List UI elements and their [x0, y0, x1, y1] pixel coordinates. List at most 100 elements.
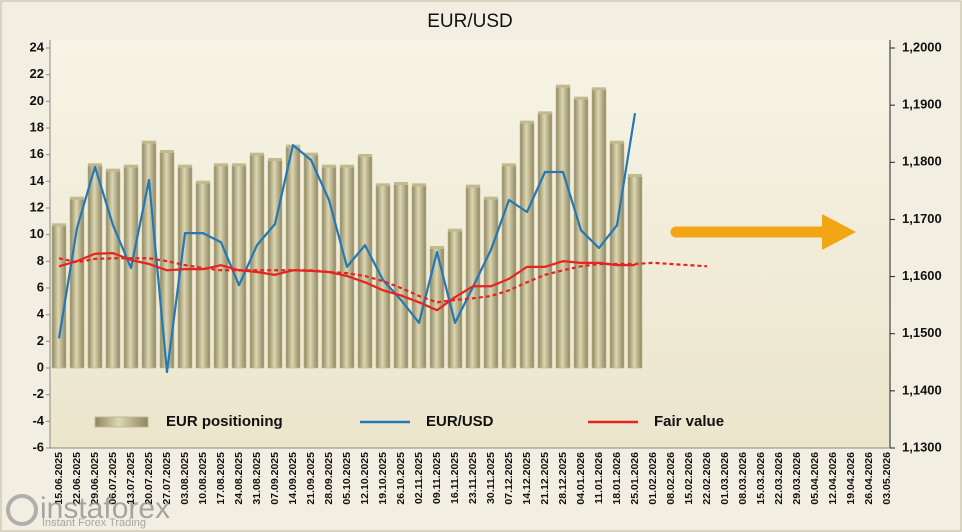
chart-title: EUR/USD [427, 11, 513, 32]
x-tick-label: 15.06.2025 [53, 452, 65, 505]
x-tick-label: 06.07.2025 [107, 452, 119, 505]
bar [627, 175, 643, 369]
x-tick-label: 07.12.2025 [503, 452, 515, 505]
y2-tick-label: 1,1800 [902, 154, 942, 169]
legend-swatch [94, 416, 149, 428]
y2-tick-label: 1,1500 [902, 325, 942, 340]
y-tick-label: 18 [30, 119, 44, 134]
bar-top [538, 111, 552, 115]
bar [105, 170, 121, 369]
bar-top [412, 183, 426, 187]
bar [249, 154, 265, 369]
watermark: instaforex Instant Forex Trading [6, 492, 170, 529]
x-tick-label: 27.07.2025 [161, 452, 173, 505]
bar-top [178, 164, 192, 168]
x-tick-label: 29.06.2025 [89, 452, 101, 505]
bar [303, 154, 319, 369]
x-tick-label: 21.09.2025 [305, 452, 317, 505]
x-tick-label: 29.03.2026 [791, 452, 803, 505]
bar-top [358, 154, 372, 157]
x-tick-label: 21.12.2025 [539, 452, 551, 505]
x-tick-label: 19.10.2025 [377, 452, 389, 505]
x-tick-label: 05.04.2026 [809, 452, 821, 505]
x-tick-label: 15.02.2026 [683, 452, 695, 505]
bar [267, 159, 283, 369]
bar-top [376, 183, 390, 187]
x-tick-label: 17.08.2025 [215, 452, 227, 505]
x-tick-label: 24.08.2025 [233, 452, 245, 505]
x-tick-label: 04.01.2026 [575, 452, 587, 505]
bar-top [160, 150, 174, 153]
bar [141, 142, 157, 369]
x-tick-label: 22.02.2026 [701, 452, 713, 505]
bar [87, 165, 103, 369]
bar-top [484, 196, 498, 200]
bar [375, 185, 391, 369]
x-tick-label: 22.06.2025 [71, 452, 83, 505]
bar-top [448, 228, 462, 232]
x-tick-label: 10.08.2025 [197, 452, 209, 505]
bar [285, 146, 301, 369]
x-tick-label: 23.11.2025 [467, 452, 479, 504]
x-tick-label: 14.12.2025 [521, 452, 533, 505]
bar-top [394, 182, 408, 185]
marks: -6-4-20246810121416182022241,13001,14001… [30, 39, 942, 504]
line [57, 112, 637, 374]
x-tick-label: 14.09.2025 [287, 452, 299, 505]
y-tick-label: -4 [32, 413, 44, 428]
x-tick-label: 05.10.2025 [341, 452, 353, 505]
x-tick-label: 12.04.2026 [827, 452, 839, 505]
bar-top [124, 164, 138, 168]
tagline: Instant Forex Trading [42, 517, 146, 529]
x-tick-label: 12.10.2025 [359, 452, 371, 505]
y-tick-label: 8 [37, 253, 44, 268]
line [58, 252, 635, 312]
bar-top [106, 168, 120, 172]
bar-top [466, 184, 480, 188]
y-tick-label: 6 [37, 279, 44, 294]
y2-tick-label: 1,1900 [902, 97, 942, 112]
bar [573, 98, 589, 369]
y2-tick-label: 1,1700 [902, 211, 942, 226]
bar-top [574, 96, 588, 100]
bar-top [88, 163, 102, 167]
bar [609, 142, 625, 369]
bar [393, 183, 409, 369]
y-tick-label: -2 [32, 386, 44, 401]
bar [537, 113, 553, 369]
legend-label: Fair value [654, 413, 724, 430]
bar-top [52, 223, 66, 227]
y-tick-label: 14 [30, 173, 45, 188]
x-tick-label: 25.01.2026 [629, 452, 641, 505]
bar-top [556, 84, 570, 88]
bar [51, 225, 67, 369]
y-tick-label: 10 [30, 226, 44, 241]
bar-top [340, 164, 354, 168]
x-tick-label: 03.08.2025 [179, 452, 191, 505]
bar [591, 89, 607, 369]
bar-top [232, 163, 246, 167]
y2-tick-label: 1,2000 [902, 39, 942, 54]
x-tick-label: 08.03.2026 [737, 452, 749, 505]
x-tick-label: 16.11.2025 [449, 452, 461, 504]
x-tick-label: 02.11.2025 [413, 452, 425, 504]
bar-top [304, 152, 318, 156]
brand: instaforex [40, 492, 170, 525]
x-tick-label: 15.03.2026 [755, 452, 767, 505]
x-tick-label: 28.09.2025 [323, 452, 335, 505]
x-tick-label: 30.11.2025 [485, 452, 497, 504]
y2-tick-label: 1,1400 [902, 382, 942, 397]
bar-top [592, 87, 606, 91]
arrow-head [822, 214, 856, 250]
x-tick-label: 19.04.2026 [845, 452, 857, 505]
x-tick-label: 07.09.2025 [269, 452, 281, 505]
bar [231, 165, 247, 369]
y-tick-label: 20 [30, 93, 44, 108]
x-tick-label: 13.07.2025 [125, 452, 137, 505]
bar-top [250, 152, 264, 156]
x-tick-label: 31.08.2025 [251, 452, 263, 505]
bar-top [268, 158, 282, 161]
y-tick-label: 2 [37, 333, 44, 348]
x-tick-label: 11.01.2026 [593, 452, 605, 504]
